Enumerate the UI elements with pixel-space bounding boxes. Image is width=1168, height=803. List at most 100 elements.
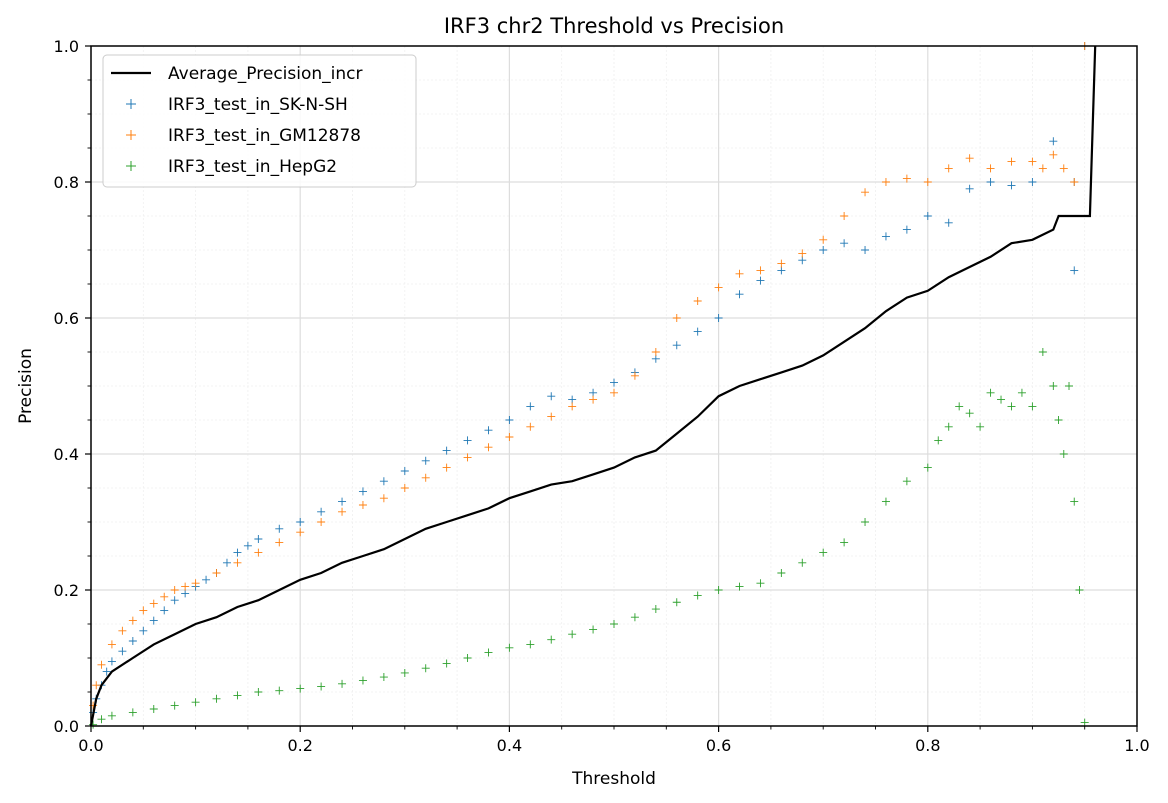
data-point [693,327,702,336]
data-point [484,443,493,452]
data-point [139,626,148,635]
data-point [358,676,367,685]
data-point [1007,181,1016,190]
data-point [1070,178,1079,186]
data-point [379,477,388,486]
data-point [1075,586,1084,594]
data-point [1017,388,1026,397]
x-tick-label: 0.2 [287,736,312,755]
data-point [1054,416,1063,424]
data-point [819,235,828,244]
data-point [202,575,211,584]
y-tick-label: 0.8 [54,173,79,192]
data-point [923,212,932,220]
data-point [610,388,618,397]
data-point [976,422,985,431]
data-point [254,688,263,696]
data-point [317,518,326,526]
data-point [170,586,179,594]
data-point [1028,157,1037,166]
data-point [212,694,221,703]
data-point [484,426,493,435]
data-point [714,586,723,594]
data-point [840,239,849,248]
data-point [233,548,242,557]
x-tick-label: 1.0 [1124,736,1149,755]
data-point [1070,497,1079,506]
data-point [986,388,995,397]
y-tick-label: 0.2 [54,581,79,600]
legend-marker-swatch [126,161,136,171]
data-point [505,416,514,424]
data-point [128,637,137,645]
data-point [798,558,807,567]
data-point [1049,150,1058,159]
data-point [965,154,974,163]
data-point [296,684,305,693]
data-point [861,246,870,254]
data-point [1038,164,1047,173]
data-point [923,463,932,472]
data-point [1049,382,1058,390]
data-point [1059,450,1068,458]
legend-label: IRF3_test_in_HepG2 [168,157,337,177]
data-point [1070,266,1079,275]
data-point [1059,164,1068,173]
data-point [955,402,964,411]
data-point [358,501,367,509]
data-point [798,256,807,265]
data-point [379,673,388,682]
data-point [777,266,786,275]
data-point [212,569,221,577]
data-point [92,681,101,690]
legend-label: IRF3_test_in_GM12878 [168,126,361,146]
data-point [902,174,911,183]
data-point [526,402,535,411]
data-point [181,589,190,598]
data-point [128,616,137,625]
data-point [222,558,231,567]
data-point [463,436,472,445]
y-axis-label: Precision [16,348,36,424]
data-point [589,625,598,634]
data-point [756,579,765,588]
series-average-precision-incr-line [89,45,1097,727]
data-point [735,582,744,591]
data-point [463,654,472,662]
data-point [735,290,744,299]
data-point [1049,137,1058,146]
x-tick-label: 0.4 [497,736,522,755]
data-point [589,388,598,397]
data-point [819,548,828,557]
data-point [442,446,451,455]
data-point [97,660,106,669]
data-point [254,548,263,557]
data-point [547,392,556,401]
data-point [735,269,744,278]
data-point [160,606,169,615]
data-point [107,711,116,720]
data-point [965,184,974,193]
data-point [1007,157,1016,166]
x-tick-label: 0.6 [706,736,731,755]
y-tick-label: 0.0 [54,717,79,736]
legend-marker-swatch [126,130,136,140]
data-point [547,412,556,421]
data-point [233,558,242,567]
data-point [610,378,618,387]
data-point [149,599,158,608]
data-point [338,507,347,516]
data-point [672,598,681,607]
legend: Average_Precision_incr IRF3_test_in_SK-N-… [102,54,417,188]
data-point [442,659,451,668]
data-point [986,178,995,186]
data-point [610,620,618,628]
data-point [421,473,430,482]
data-point [97,715,106,724]
data-point [693,297,702,305]
data-point [819,246,828,254]
data-point [861,188,870,197]
data-point [1065,382,1074,390]
data-point [944,218,953,227]
